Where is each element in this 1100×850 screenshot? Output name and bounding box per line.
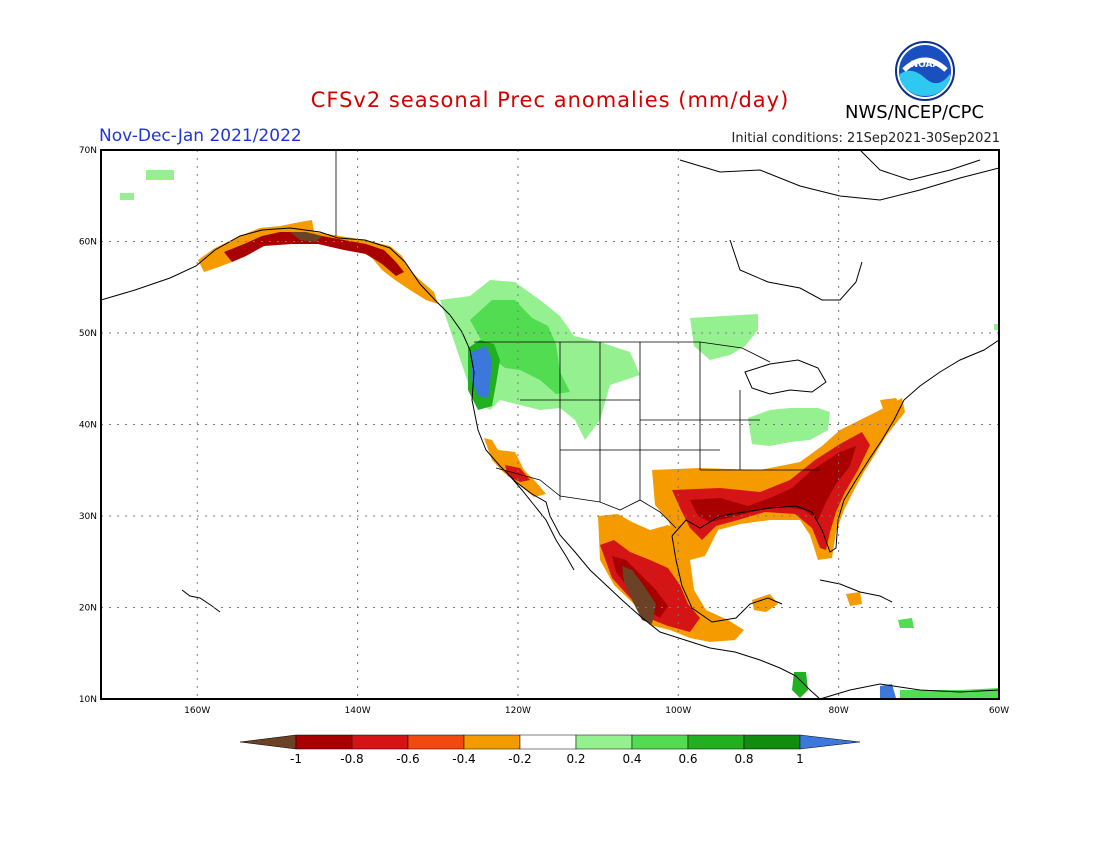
legend-swatch <box>295 734 353 750</box>
anomaly-region-manitoba <box>690 314 758 360</box>
noaa-logo: NOAA <box>895 41 955 101</box>
hawaii <box>181 589 221 613</box>
coastlines <box>101 150 999 699</box>
anomaly-shading <box>120 170 999 699</box>
anomaly-region-arctic-speck <box>146 170 174 180</box>
legend-label: 0.4 <box>622 752 641 766</box>
map-content <box>101 150 999 699</box>
lon-tick-label: 140W <box>345 706 371 716</box>
legend-swatch <box>743 734 801 750</box>
lat-tick-label: 70N <box>79 146 97 156</box>
baja-peninsula <box>509 475 575 571</box>
anomaly-region-mexico-extreme <box>622 566 656 624</box>
latitude-labels: 10N 20N 30N 40N 50N 60N 70N <box>79 146 97 705</box>
arctic-islands <box>679 159 999 201</box>
legend-label: -0.4 <box>452 752 475 766</box>
legend-label: -1 <box>290 752 302 766</box>
map-title: CFSv2 seasonal Prec anomalies (mm/day) <box>310 88 790 112</box>
greenland-coast <box>859 150 981 181</box>
anomaly-region-venezuela <box>900 688 999 699</box>
anomaly-region-arctic-speck-2 <box>120 193 134 200</box>
lat-tick-label: 20N <box>79 604 97 614</box>
agency-label: NWS/NCEP/CPC <box>845 102 985 123</box>
anomaly-region-yucatan <box>752 594 778 612</box>
legend-labels: -1 -0.8 -0.6 -0.4 -0.2 0.2 0.4 0.6 0.8 1 <box>290 752 804 766</box>
lat-tick-label: 40N <box>79 421 97 431</box>
anomaly-region-colombia <box>880 684 896 698</box>
lon-tick-label: 100W <box>665 706 691 716</box>
legend-label: -0.2 <box>508 752 531 766</box>
mexico-gulf-coast <box>671 535 783 623</box>
lon-tick-label: 60W <box>989 706 1009 716</box>
legend-swatch <box>463 734 521 750</box>
legend-arrow-left <box>239 734 297 750</box>
season-label: Nov-Dec-Jan 2021/2022 <box>99 126 302 146</box>
anomaly-region-newfoundland <box>994 324 999 330</box>
legend-swatch <box>351 734 409 750</box>
longitude-labels: 160W 140W 120W 100W 80W 60W <box>184 706 1009 716</box>
legend-label: 1 <box>796 752 804 766</box>
anomaly-region-cuba <box>846 592 862 606</box>
alaska-coast <box>101 227 451 316</box>
legend-label: -0.8 <box>340 752 363 766</box>
color-legend <box>239 734 861 750</box>
legend-swatch <box>575 734 633 750</box>
anomaly-region-alaska <box>198 220 438 304</box>
south-america-coast <box>819 683 999 699</box>
hudson-bay <box>729 239 863 301</box>
legend-swatch <box>631 734 689 750</box>
legend-swatch <box>407 734 465 750</box>
anomaly-region-ohio-valley <box>748 408 830 446</box>
anomaly-region-alaska-extreme <box>290 232 322 242</box>
legend-swatch <box>687 734 745 750</box>
lat-lon-grid <box>101 150 999 699</box>
lon-tick-label: 120W <box>505 706 531 716</box>
legend-swatch <box>519 734 577 750</box>
lat-tick-label: 50N <box>79 329 97 339</box>
anomaly-region-southeast-max <box>690 446 856 522</box>
us-mexico-border <box>495 467 677 529</box>
legend-label: 0.8 <box>734 752 753 766</box>
west-coast <box>449 314 821 699</box>
great-lakes <box>744 359 827 395</box>
legend-label: 0.6 <box>678 752 697 766</box>
lon-tick-label: 160W <box>184 706 210 716</box>
map-frame <box>100 149 1000 700</box>
lon-tick-label: 80W <box>828 706 848 716</box>
legend-label: -0.6 <box>396 752 419 766</box>
cuba <box>819 579 893 603</box>
noaa-logo-text: NOAA <box>911 60 940 70</box>
initial-conditions-label: Initial conditions: 21Sep2021-30Sep2021 <box>731 131 1000 146</box>
anomaly-region-southeast-core <box>672 432 870 550</box>
lat-tick-label: 10N <box>79 695 97 705</box>
legend-label: 0.2 <box>566 752 585 766</box>
anomaly-region-interior-bc <box>470 300 570 394</box>
anomaly-region-ne-coast <box>880 398 902 412</box>
anomaly-region-haiti <box>898 618 914 628</box>
political-borders <box>335 150 820 529</box>
state-lines <box>520 342 820 502</box>
anomaly-region-alaska-core <box>224 232 404 276</box>
us-canada-border <box>474 341 771 363</box>
gulf-coast <box>671 339 999 553</box>
anomaly-region-pnw-max <box>472 346 492 398</box>
anomaly-region-central-america <box>792 672 808 698</box>
lat-tick-label: 30N <box>79 512 97 522</box>
legend-arrow-right <box>799 734 861 750</box>
lat-tick-label: 60N <box>79 238 97 248</box>
